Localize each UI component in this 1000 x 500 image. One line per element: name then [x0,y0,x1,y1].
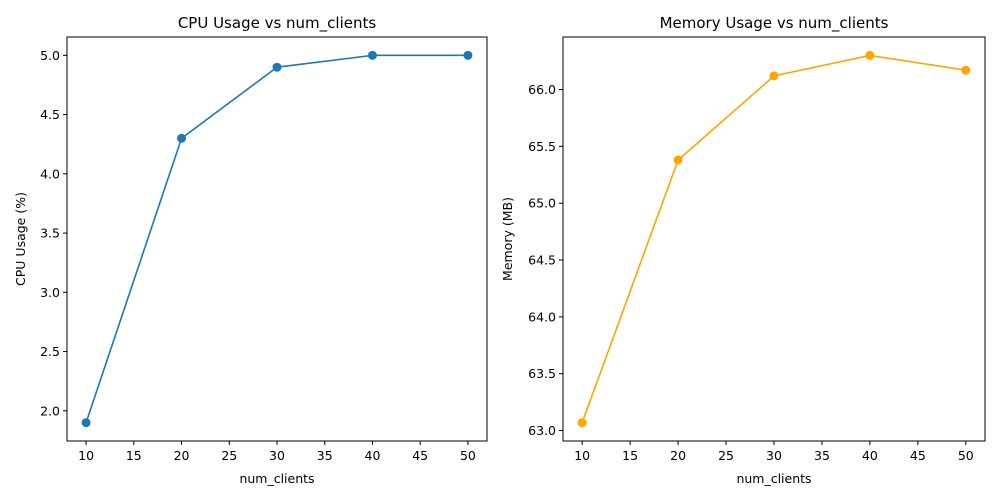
x-tick-label: 40 [365,448,381,463]
y-axis-label: Memory (MB) [500,197,515,281]
y-tick-label: 64.5 [528,253,556,268]
x-tick-label: 25 [718,448,734,463]
x-tick-label: 10 [574,448,590,463]
cpu-usage-chart: CPU Usage vs num_clients 10 15 20 25 30 35 40 4… [13,14,488,486]
x-tick-label: 10 [78,448,94,463]
y-tick-label: 2.5 [40,344,60,359]
y-tick-label: 65.0 [528,196,556,211]
x-axis-label: num_clients [239,471,314,486]
x-tick-label: 50 [460,448,476,463]
x-tick-label: 35 [814,448,830,463]
x-tick-label: 45 [910,448,926,463]
x-tick-label: 40 [862,448,878,463]
x-tick-label: 20 [670,448,686,463]
x-tick-label: 50 [958,448,974,463]
y-tick-label: 4.5 [40,107,60,122]
x-tick-label: 25 [221,448,237,463]
series-layer [81,50,473,428]
data-point [769,71,779,81]
data-point [961,65,971,75]
y-tick-label: 2.0 [40,403,60,418]
y-tick-label: 5.0 [40,48,60,63]
y-tick-label: 65.5 [528,139,556,154]
data-point [81,418,91,428]
y-tick-label: 63.5 [528,366,556,381]
x-tick-label: 30 [269,448,285,463]
chart-title: CPU Usage vs num_clients [178,14,377,33]
x-tick-label: 15 [126,448,142,463]
x-axis-label: num_clients [736,471,811,486]
data-point [367,50,377,60]
x-tick-label: 35 [317,448,333,463]
y-axis-label: CPU Usage (%) [13,192,28,286]
y-tick-label: 64.0 [528,309,556,324]
memory-usage-chart: Memory Usage vs num_clients 10 15 20 25 30 35… [500,14,986,486]
data-point [463,50,473,60]
series-layer [577,50,971,428]
y-axis: 63.0 63.5 64.0 64.5 65.0 65.5 66.0 [528,82,563,438]
y-tick-label: 3.0 [40,285,60,300]
x-tick-label: 20 [174,448,190,463]
y-tick-label: 66.0 [528,82,556,97]
y-tick-label: 4.0 [40,166,60,181]
x-axis: 10 15 20 25 30 35 40 45 50 [78,441,476,463]
x-axis: 10 15 20 25 30 35 40 45 50 [574,441,974,463]
data-point [865,50,875,60]
data-point [577,418,587,428]
y-axis: 2.0 2.5 3.0 3.5 4.0 4.5 5.0 [40,48,67,418]
y-tick-label: 63.0 [528,423,556,438]
y-tick-label: 3.5 [40,226,60,241]
x-tick-label: 15 [622,448,638,463]
data-point [177,133,187,143]
data-point [272,62,282,72]
x-tick-label: 45 [412,448,428,463]
data-point [673,155,683,165]
x-tick-label: 30 [766,448,782,463]
chart-title: Memory Usage vs num_clients [660,14,889,33]
